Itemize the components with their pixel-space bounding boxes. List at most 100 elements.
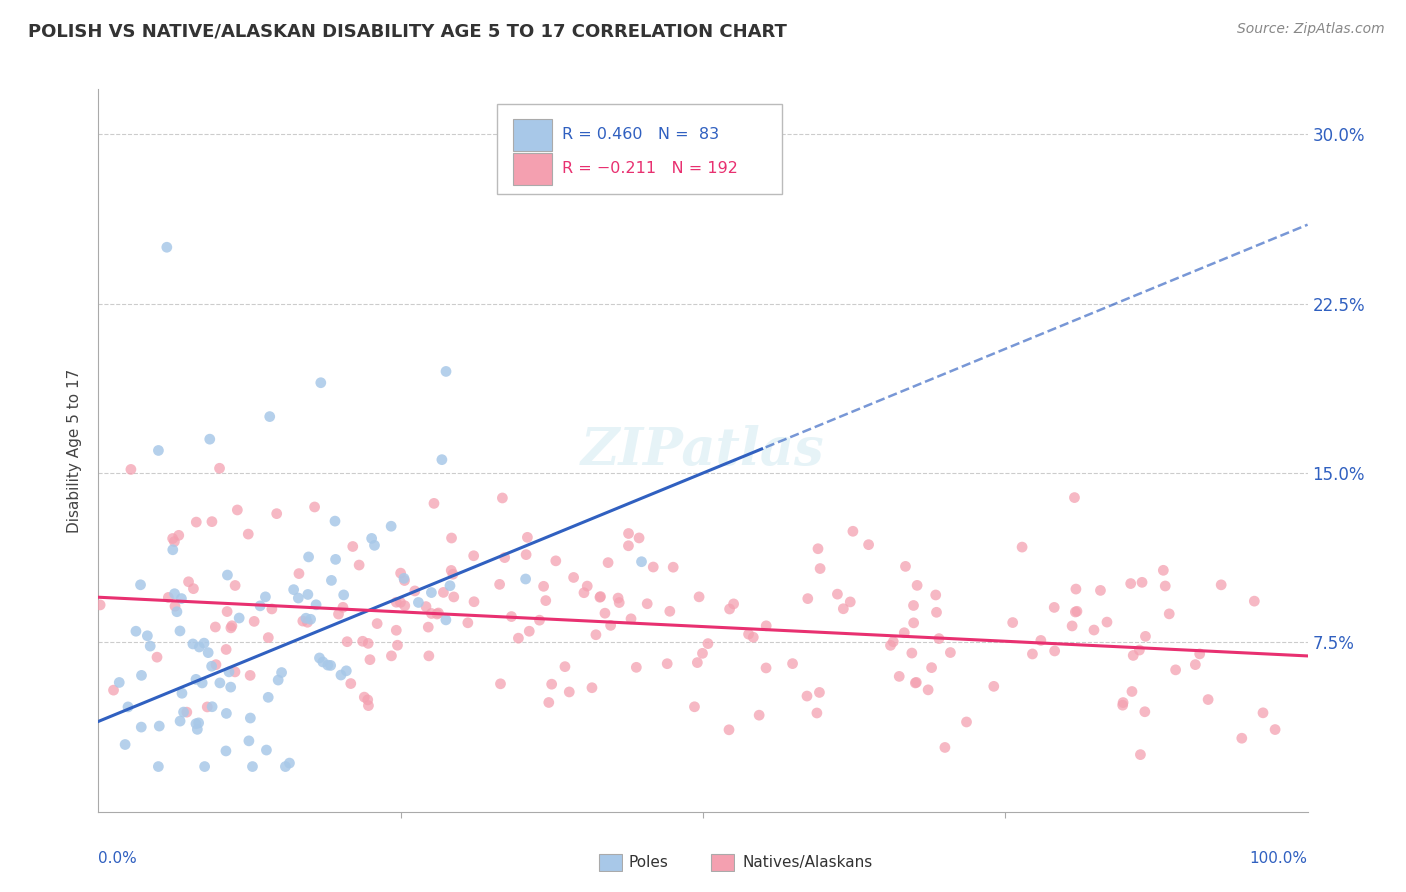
Point [312, 655, 335, 669]
Point [426, 607, 449, 621]
Point [239, 668, 262, 682]
Point [335, 664, 357, 678]
Point [1251, 706, 1274, 720]
Point [173, 705, 195, 719]
Point [415, 599, 437, 614]
Point [163, 599, 186, 614]
Y-axis label: Disability Age 5 to 17: Disability Age 5 to 17 [67, 368, 83, 533]
Point [120, 462, 142, 476]
Point [1188, 647, 1211, 661]
Point [166, 605, 188, 619]
Point [658, 604, 681, 618]
Point [181, 637, 204, 651]
Point [131, 668, 153, 682]
Point [342, 540, 364, 554]
Point [797, 591, 820, 606]
Point [188, 640, 211, 654]
Point [737, 627, 759, 641]
Point [807, 541, 830, 556]
Point [297, 549, 319, 564]
Point [304, 500, 326, 514]
Point [308, 651, 330, 665]
Point [330, 668, 353, 682]
Point [1129, 747, 1152, 762]
Point [167, 528, 190, 542]
Point [755, 661, 778, 675]
Point [385, 595, 408, 609]
Point [1164, 663, 1187, 677]
Point [808, 561, 831, 575]
Point [1122, 648, 1144, 663]
Point [299, 612, 322, 626]
Point [589, 590, 612, 604]
Point [238, 734, 260, 748]
Point [195, 700, 218, 714]
Point [404, 583, 426, 598]
Point [170, 591, 193, 606]
Point [593, 606, 616, 620]
Point [325, 552, 347, 566]
Point [254, 590, 277, 604]
Point [328, 607, 350, 621]
Point [925, 588, 948, 602]
Text: Natives/Alaskans: Natives/Alaskans [742, 855, 873, 870]
Point [394, 574, 416, 588]
Point [1211, 578, 1233, 592]
Text: R = 0.460   N =  83: R = 0.460 N = 83 [561, 128, 718, 142]
Point [457, 615, 479, 630]
Point [389, 595, 412, 609]
Point [1121, 684, 1143, 698]
Point [903, 615, 925, 630]
Point [420, 585, 443, 599]
Point [489, 677, 512, 691]
Point [392, 571, 415, 585]
Point [408, 595, 430, 609]
Point [249, 599, 271, 613]
Point [257, 690, 280, 705]
Point [842, 524, 865, 539]
Point [288, 566, 311, 581]
Point [170, 686, 193, 700]
Point [257, 631, 280, 645]
Point [440, 564, 463, 578]
Point [491, 491, 513, 505]
Point [423, 496, 446, 510]
Point [420, 607, 443, 621]
Point [332, 588, 354, 602]
Point [219, 621, 242, 635]
Point [418, 648, 440, 663]
Point [1090, 583, 1112, 598]
Point [418, 620, 440, 634]
Point [440, 531, 463, 545]
Point [224, 665, 246, 679]
Point [1152, 563, 1174, 577]
Point [224, 578, 246, 592]
Point [162, 542, 184, 557]
Point [184, 716, 207, 731]
Point [1064, 605, 1087, 619]
Point [380, 519, 402, 533]
Point [267, 673, 290, 687]
Point [827, 587, 849, 601]
Point [626, 660, 648, 674]
Point [274, 759, 297, 773]
Point [1111, 698, 1133, 713]
Point [217, 568, 239, 582]
Point [339, 676, 361, 690]
Point [439, 579, 461, 593]
Point [201, 699, 224, 714]
Point [508, 631, 530, 645]
Point [204, 620, 226, 634]
Point [394, 599, 416, 613]
Point [748, 708, 770, 723]
Point [1043, 600, 1066, 615]
Point [1062, 619, 1084, 633]
Text: 100.0%: 100.0% [1250, 852, 1308, 866]
Point [581, 681, 603, 695]
Point [636, 597, 658, 611]
Point [692, 646, 714, 660]
Text: 0.0%: 0.0% [98, 852, 138, 866]
Point [201, 515, 224, 529]
Point [1119, 576, 1142, 591]
Text: R = −0.211   N = 192: R = −0.211 N = 192 [561, 161, 737, 177]
